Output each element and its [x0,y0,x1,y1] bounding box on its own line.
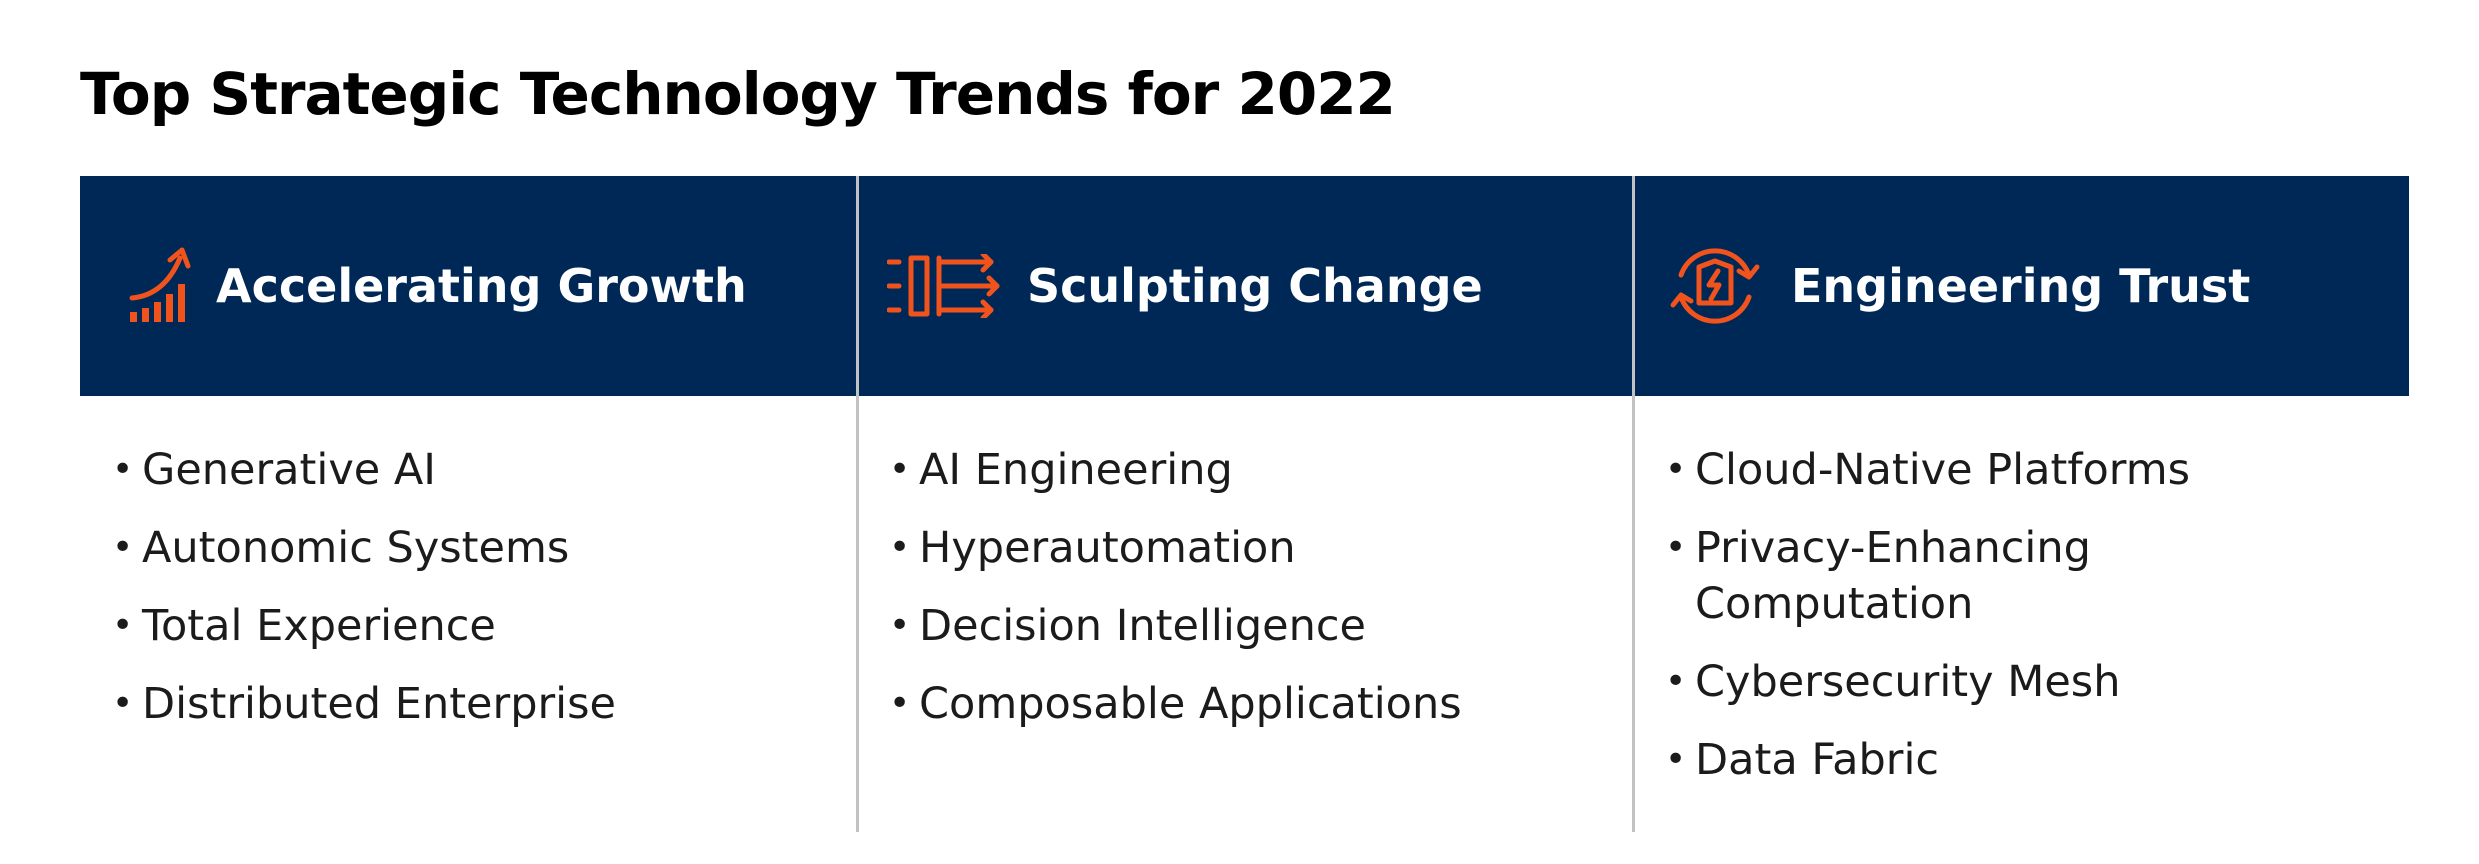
list-item-label: AI Engineering [919,445,1233,495]
list-item-label: Hyperautomation [919,523,1296,573]
growth-chart-icon [128,246,192,326]
bullet-icon: • [112,527,134,568]
list-item: • Generative AI [112,442,856,498]
list-item-label: Decision Intelligence [919,601,1366,651]
column-header-label: Sculpting Change [1027,259,1483,313]
bullet-icon: • [1665,739,1687,780]
column-header-label: Accelerating Growth [216,259,747,313]
shield-cycle-icon [1663,241,1767,331]
list-item-label: Distributed Enterprise [142,679,616,729]
bullet-icon: • [112,605,134,646]
list-item: • Distributed Enterprise [112,676,856,732]
list-item-label: Data Fabric [1695,735,1940,785]
trend-list: • Generative AI • Autonomic Systems • Total… [112,442,856,732]
trend-list: • Cloud-Native Platforms • Privacy-Enhanci… [1665,442,2409,788]
list-item: • Cybersecurity Mesh [1665,654,2255,710]
list-item: • Composable Applications [889,676,1632,732]
list-item: • Total Experience [112,598,856,654]
list-item: • Data Fabric [1665,732,2255,788]
trend-grid: Accelerating Growth • Generative AI • Auto… [80,176,2409,832]
list-item-label: Cybersecurity Mesh [1695,657,2121,707]
page-title: Top Strategic Technology Trends for 2022 [80,60,1396,128]
column-header: Sculpting Change [859,176,1632,396]
list-item: • Decision Intelligence [889,598,1632,654]
list-item-label: Total Experience [142,601,496,651]
bullet-icon: • [889,683,911,724]
list-item-label: Generative AI [142,445,436,495]
column-sculpting-change: Sculpting Change • AI Engineering • Hypera… [856,176,1632,832]
bullet-icon: • [1665,527,1687,568]
bullet-icon: • [1665,661,1687,702]
column-engineering-trust: Engineering Trust • Cloud-Native Platform… [1632,176,2409,832]
bullet-icon: • [1665,449,1687,490]
list-item: • Cloud-Native Platforms [1665,442,2255,498]
column-header: Accelerating Growth [80,176,856,396]
column-accelerating-growth: Accelerating Growth • Generative AI • Auto… [80,176,856,832]
list-item: • Hyperautomation [889,520,1632,576]
bullet-icon: • [112,683,134,724]
column-body: • Generative AI • Autonomic Systems • Total… [80,396,856,832]
list-item: • Privacy-Enhancing Computation [1665,520,2255,632]
list-item-label: Cloud-Native Platforms [1695,445,2190,495]
sculpting-arrows-icon [887,254,1003,318]
bullet-icon: • [889,527,911,568]
list-item-label: Autonomic Systems [142,523,570,573]
list-item-label: Privacy-Enhancing Computation [1695,523,2091,629]
column-body: • Cloud-Native Platforms • Privacy-Enhanci… [1635,396,2409,832]
trend-list: • AI Engineering • Hyperautomation • Decisi… [889,442,1632,732]
list-item-label: Composable Applications [919,679,1462,729]
column-header: Engineering Trust [1635,176,2409,396]
bullet-icon: • [889,449,911,490]
bullet-icon: • [112,449,134,490]
column-body: • AI Engineering • Hyperautomation • Decisi… [859,396,1632,832]
bullet-icon: • [889,605,911,646]
column-header-label: Engineering Trust [1791,259,2251,313]
list-item: • Autonomic Systems [112,520,856,576]
list-item: • AI Engineering [889,442,1632,498]
